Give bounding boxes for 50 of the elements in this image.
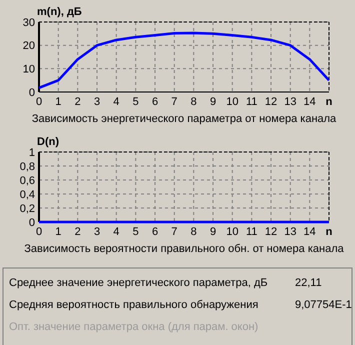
- line-series: [38, 32, 330, 90]
- x-tick-label: 8: [190, 96, 197, 108]
- x-tick-label: n: [326, 226, 333, 238]
- x-tick-label: 13: [284, 96, 296, 108]
- x-tick-label: 5: [132, 96, 139, 108]
- x-tick-label: 6: [152, 226, 158, 238]
- y-axis-title: m(n), дБ: [37, 6, 82, 18]
- x-tick-label: 6: [152, 96, 158, 108]
- x-tick-label: 7: [171, 96, 178, 108]
- y-tick-label: 0,6: [20, 174, 35, 187]
- x-tick-label: 3: [94, 96, 100, 108]
- x-tick-label: 14: [304, 226, 316, 238]
- x-tick-label: 12: [264, 96, 278, 108]
- x-axis-title: Зависимость вероятности правильного обн. от номера канала: [24, 243, 345, 255]
- x-tick-label: n: [326, 96, 333, 108]
- y-tick-label: 0: [28, 86, 35, 99]
- y-tick-label: 20: [22, 40, 35, 52]
- x-tick-label: 1: [55, 96, 62, 108]
- x-axis-title: Зависимость энергетического параметра от номера канала: [32, 113, 338, 125]
- x-tick-label: 9: [210, 226, 216, 238]
- x-tick-label: 9: [210, 96, 216, 108]
- x-tick-label: 4: [113, 96, 120, 108]
- y-tick-label: 10: [22, 64, 35, 76]
- x-tick-label: 14: [304, 96, 316, 108]
- x-tick-label: 1: [55, 226, 62, 238]
- text: 9,07754E-1: [295, 299, 352, 311]
- x-tick-label: 4: [113, 226, 120, 238]
- y-tick-label: 0,4: [20, 188, 35, 201]
- x-tick-label: 10: [226, 96, 238, 108]
- text: Опт. значение параметра окна (для парам. окон): [9, 321, 258, 333]
- x-tick-label: 12: [264, 226, 278, 238]
- x-tick-label: 11: [246, 226, 258, 238]
- x-tick-label: 13: [284, 226, 296, 238]
- x-tick-label: 11: [246, 96, 258, 108]
- x-tick-label: 2: [74, 96, 81, 108]
- x-tick-label: 7: [171, 226, 178, 238]
- text: Средняя вероятность правильного обнаружения: [9, 299, 258, 311]
- x-tick-label: 2: [74, 226, 81, 238]
- text: Среднее значение энергетического параметра, дБ: [9, 277, 268, 289]
- x-tick-label: 3: [94, 226, 100, 238]
- y-tick-label: 0,2: [20, 202, 35, 215]
- x-tick-label: 8: [190, 226, 197, 238]
- y-axis-title: D(n): [37, 136, 60, 148]
- y-tick-label: 30: [22, 16, 35, 29]
- x-tick-label: 5: [132, 226, 139, 238]
- y-tick-label: 1: [28, 146, 35, 159]
- y-tick-label: 0,8: [20, 160, 35, 173]
- x-tick-label: 10: [226, 226, 238, 238]
- y-tick-label: 0: [28, 216, 35, 229]
- text: 22,11: [295, 277, 322, 289]
